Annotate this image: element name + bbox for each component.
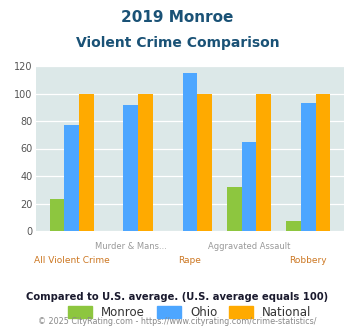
Bar: [197, 93, 212, 231]
Bar: [64, 125, 79, 231]
Bar: [182, 73, 197, 231]
Legend: Monroe, Ohio, National: Monroe, Ohio, National: [68, 306, 312, 319]
Bar: [124, 105, 138, 231]
Text: 2019 Monroe: 2019 Monroe: [121, 10, 234, 25]
Text: Robbery: Robbery: [289, 256, 327, 265]
Bar: [286, 221, 301, 231]
Bar: [227, 187, 242, 231]
Bar: [50, 199, 64, 231]
Text: All Violent Crime: All Violent Crime: [34, 256, 110, 265]
Text: Compared to U.S. average. (U.S. average equals 100): Compared to U.S. average. (U.S. average …: [26, 292, 329, 302]
Text: Violent Crime Comparison: Violent Crime Comparison: [76, 36, 279, 50]
Bar: [242, 142, 256, 231]
Text: Murder & Mans...: Murder & Mans...: [95, 242, 167, 251]
Bar: [256, 93, 271, 231]
Bar: [301, 103, 316, 231]
Text: Rape: Rape: [179, 256, 201, 265]
Text: Aggravated Assault: Aggravated Assault: [208, 242, 290, 251]
Bar: [79, 93, 94, 231]
Bar: [138, 93, 153, 231]
Text: © 2025 CityRating.com - https://www.cityrating.com/crime-statistics/: © 2025 CityRating.com - https://www.city…: [38, 317, 317, 326]
Bar: [316, 93, 330, 231]
